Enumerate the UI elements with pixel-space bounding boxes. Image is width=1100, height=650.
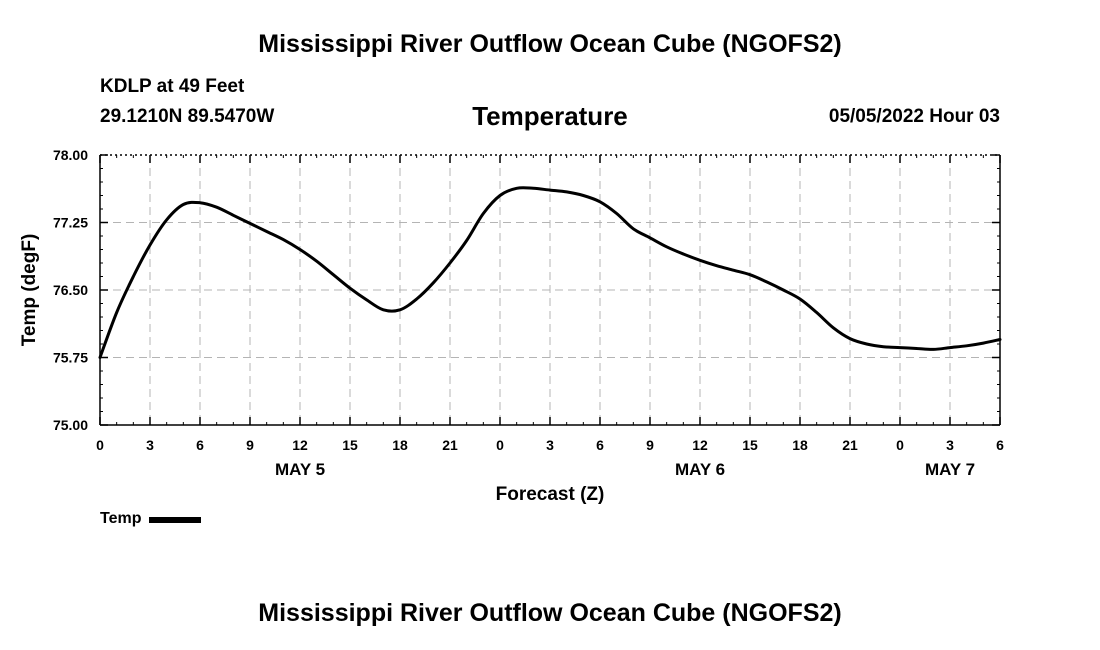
day-label: MAY 7 (925, 460, 975, 479)
footer-title: Mississippi River Outflow Ocean Cube (NG… (258, 599, 842, 627)
day-label: MAY 6 (675, 460, 725, 479)
variable-title: Temperature (472, 101, 628, 131)
y-tick-label: 75.00 (53, 417, 88, 433)
x-tick-label: 6 (996, 437, 1004, 453)
temp-series-line (98, 186, 1002, 359)
x-tick-label: 6 (196, 437, 204, 453)
x-tick-label: 21 (442, 437, 458, 453)
y-axis-title: Temp (degF) (19, 234, 40, 347)
forecast-datetime: 05/05/2022 Hour 03 (828, 106, 1000, 127)
chart-title: Mississippi River Outflow Ocean Cube (NG… (258, 30, 842, 58)
x-tick-label: 3 (546, 437, 554, 453)
x-tick-label: 15 (342, 437, 358, 453)
y-tick-label: 75.75 (53, 350, 88, 366)
y-tick-label: 78.00 (53, 147, 88, 163)
x-tick-label: 0 (96, 437, 104, 453)
x-tick-label: 21 (842, 437, 858, 453)
x-tick-label: 0 (496, 437, 504, 453)
x-tick-label: 15 (742, 437, 758, 453)
x-axis-title: Forecast (Z) (496, 484, 605, 505)
x-tick-label: 9 (646, 437, 654, 453)
x-tick-label: 0 (896, 437, 904, 453)
legend-line-swatch (149, 517, 202, 523)
station-coordinates: 29.1210N 89.5470W (100, 106, 275, 127)
day-label: MAY 5 (275, 460, 325, 479)
legend-label: Temp (100, 510, 142, 527)
legend: Temp (100, 510, 202, 528)
y-tick-label: 76.50 (53, 282, 88, 298)
x-tick-label: 12 (692, 437, 708, 453)
x-tick-label: 12 (292, 437, 308, 453)
x-tick-label: 18 (792, 437, 808, 453)
station-label: KDLP at 49 Feet (100, 76, 245, 97)
x-tick-label: 3 (146, 437, 154, 453)
y-tick-label: 77.25 (53, 215, 88, 231)
x-tick-label: 18 (392, 437, 408, 453)
x-tick-label: 3 (946, 437, 954, 453)
x-tick-label: 9 (246, 437, 254, 453)
x-tick-label: 6 (596, 437, 604, 453)
